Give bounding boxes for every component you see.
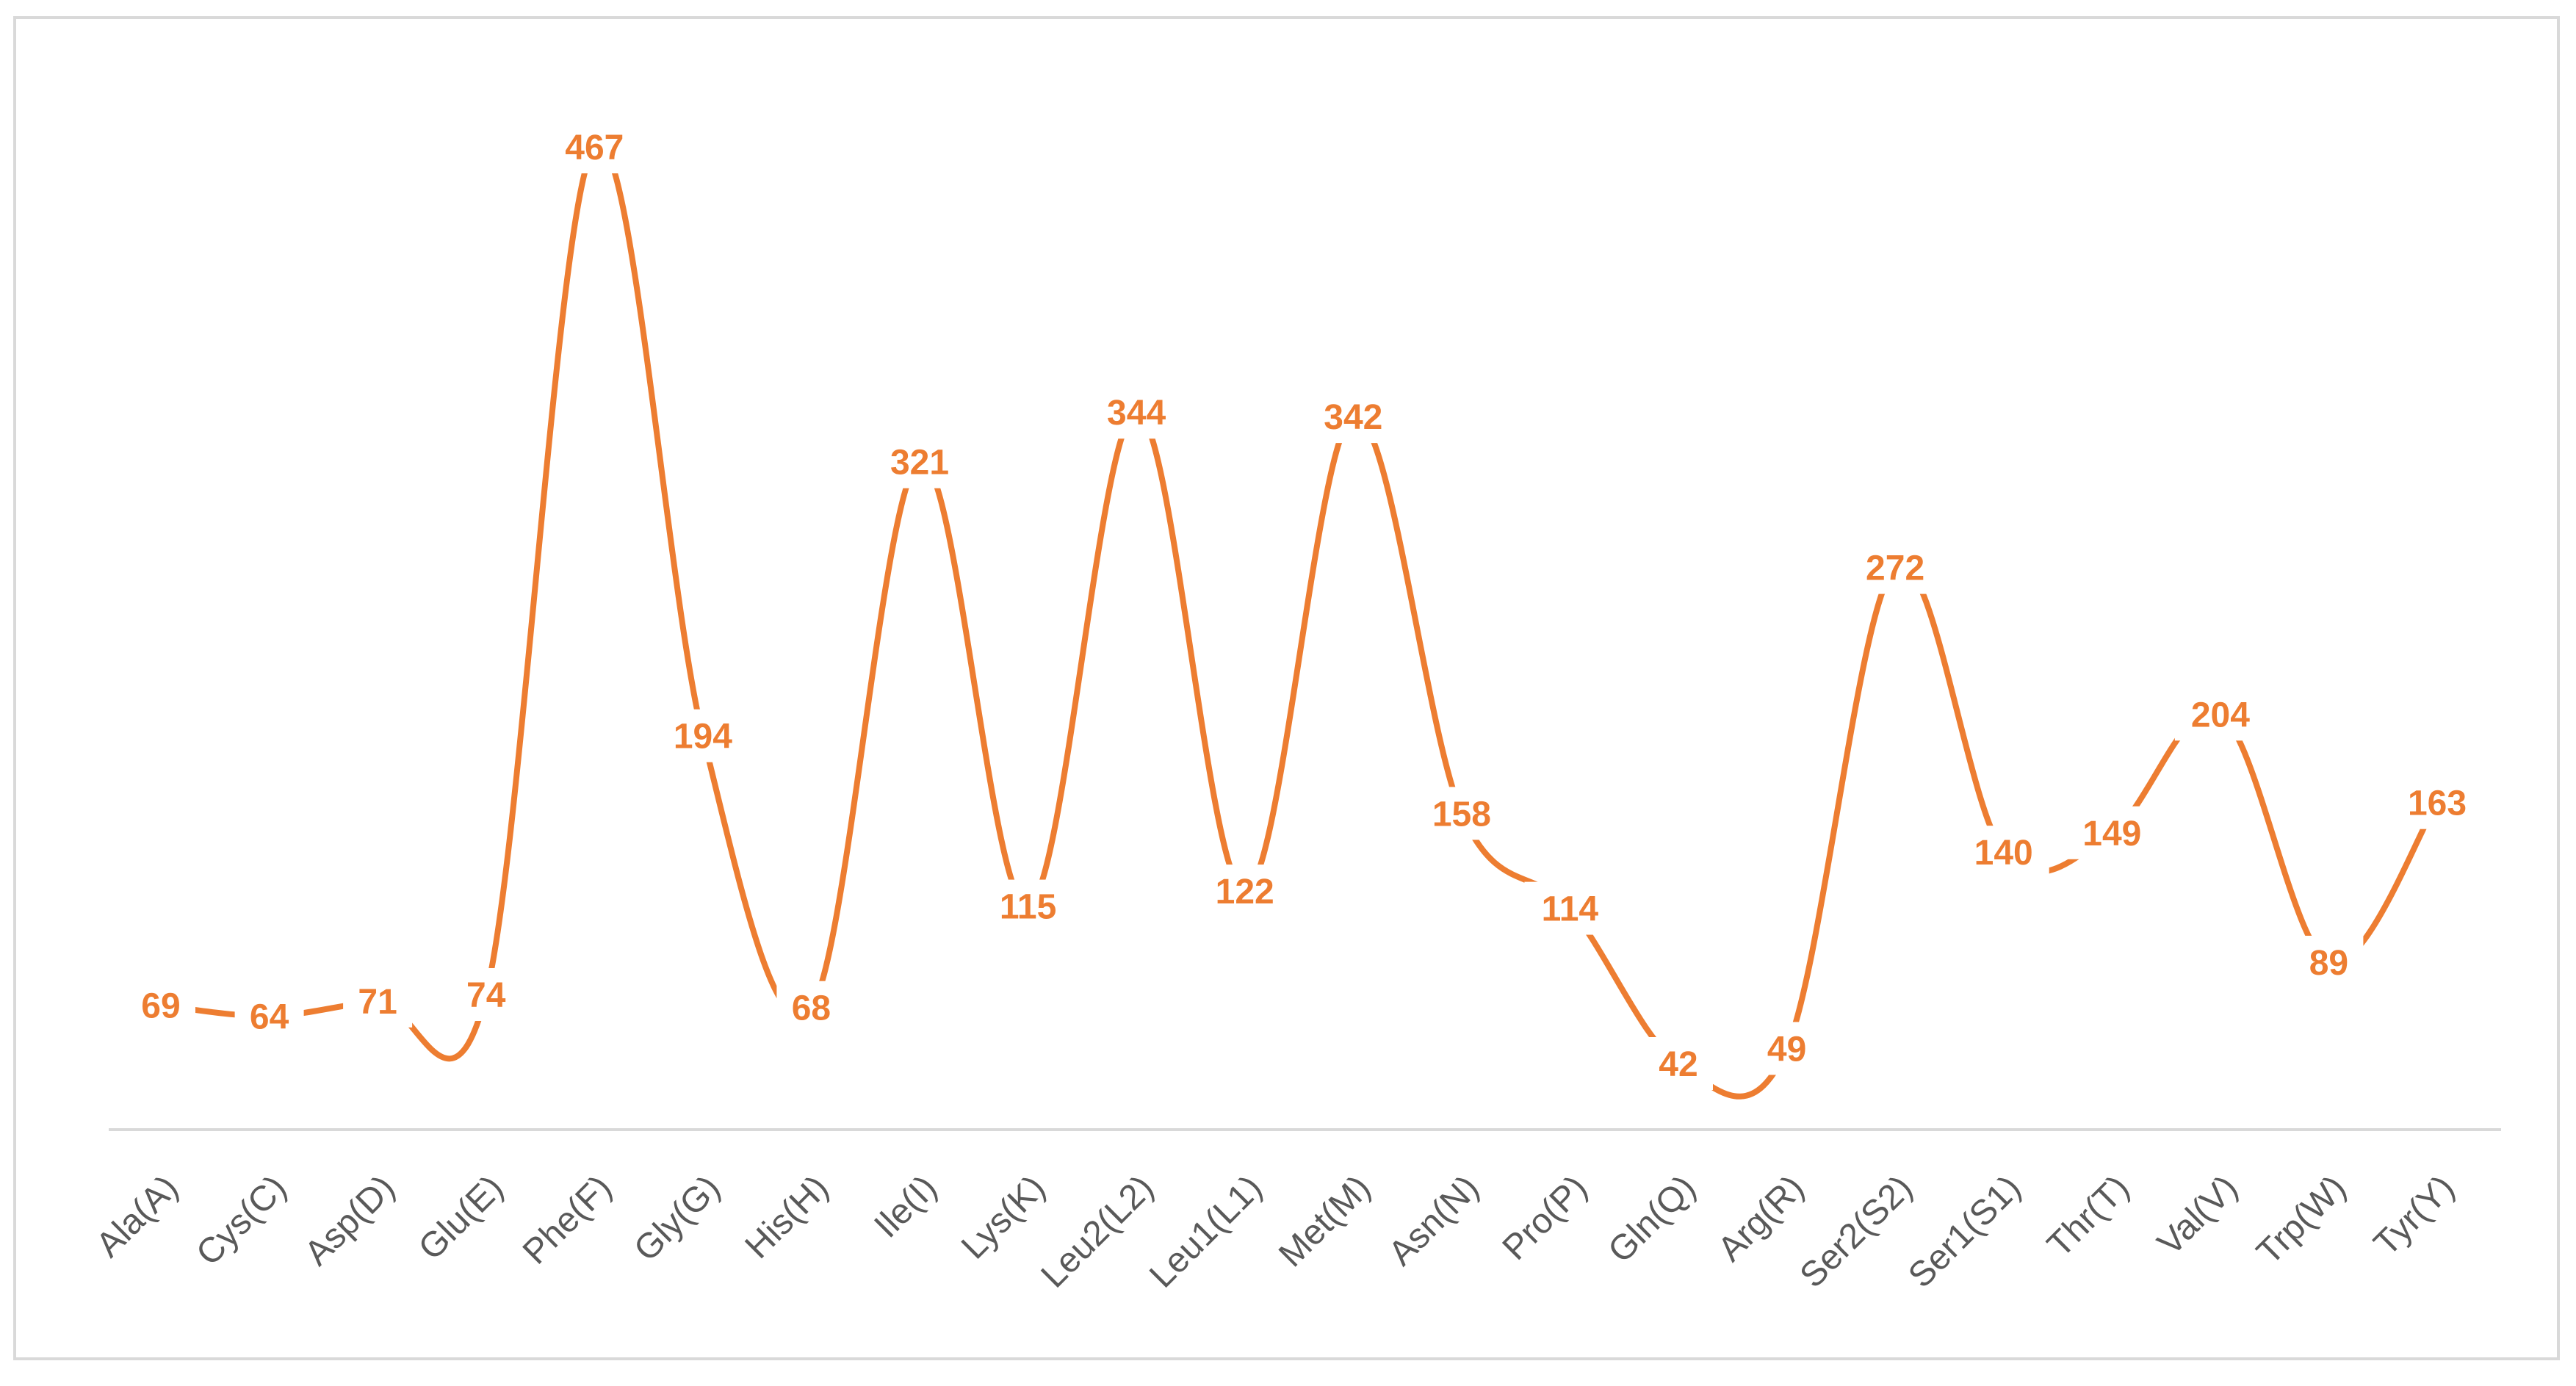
data-label: 122	[1216, 873, 1274, 912]
data-label: 89	[2309, 944, 2348, 983]
x-tick-label: Lys(K)	[954, 1168, 1053, 1266]
data-label-bg	[1091, 386, 1183, 439]
data-label: 68	[792, 989, 831, 1028]
data-label: 467	[565, 129, 624, 167]
x-tick-label: Ile(I)	[867, 1168, 944, 1245]
data-label: 321	[890, 444, 949, 483]
data-label: 194	[674, 718, 732, 757]
data-label: 344	[1107, 394, 1166, 433]
x-tick-label: Cys(C)	[189, 1168, 294, 1273]
data-label: 342	[1324, 398, 1382, 437]
x-tick-label: Asn(N)	[1382, 1168, 1487, 1273]
data-label: 149	[2082, 815, 2141, 853]
data-label-bg	[2294, 936, 2364, 989]
x-tick-label: Pro(P)	[1496, 1168, 1595, 1268]
data-label-bg	[2174, 687, 2266, 741]
data-label: 74	[466, 976, 506, 1015]
x-tick-label: Gly(G)	[627, 1168, 727, 1268]
data-label-bg	[126, 978, 195, 1032]
data-label: 204	[2191, 696, 2250, 734]
x-tick-label: Ser1(S1)	[1901, 1168, 2028, 1295]
x-tick-label: Met(M)	[1271, 1168, 1378, 1274]
x-tick-label: Leu2(L2)	[1034, 1168, 1161, 1295]
data-label-bg	[657, 709, 748, 762]
data-label: 69	[141, 987, 180, 1026]
x-tick-label: His(H)	[738, 1168, 837, 1266]
data-label-bg	[234, 989, 304, 1043]
data-label: 140	[1974, 834, 2033, 873]
x-tick-label: Tyr(Y)	[2367, 1168, 2462, 1263]
data-label-bg	[776, 981, 846, 1034]
data-label: 49	[1767, 1030, 1806, 1069]
data-label-bg	[1524, 881, 1616, 935]
data-label: 272	[1866, 549, 1924, 588]
x-tick-label: Ser2(S2)	[1793, 1168, 1920, 1295]
x-tick-labels: Ala(A) Cys(C) Asp(D) Glu(E) Phe(F) Gly(G) His(…	[89, 1168, 2462, 1295]
x-tick-label: Trp(W)	[2249, 1168, 2353, 1272]
data-label-bg	[451, 968, 521, 1021]
data-label: 71	[358, 983, 397, 1022]
data-label: 114	[1542, 890, 1599, 929]
x-tick-label: Ala(A)	[89, 1168, 186, 1265]
x-tick-label: Val(V)	[2150, 1168, 2245, 1263]
x-tick-label: Arg(R)	[1711, 1168, 1811, 1268]
data-label: 158	[1432, 795, 1491, 834]
data-label: 115	[1000, 888, 1056, 927]
x-tick-label: Asp(D)	[297, 1168, 403, 1273]
series-line	[158, 141, 2440, 1100]
data-label: 64	[250, 997, 289, 1036]
data-label-bg	[1415, 787, 1507, 840]
data-label-bg	[1199, 865, 1291, 918]
data-labels: 69 64 71 74 467 194 68 321 115 344 122 342 158 114 42 4…	[126, 120, 2483, 1090]
x-tick-label: Phe(F)	[516, 1168, 619, 1271]
data-label-bg	[982, 879, 1074, 933]
data-label-bg	[1752, 1022, 1822, 1075]
x-tick-label: Thr(T)	[2040, 1168, 2137, 1265]
chart-frame	[13, 16, 2560, 1360]
data-label-bg	[1644, 1037, 1713, 1090]
data-label-bg	[1307, 390, 1399, 444]
data-label-bg	[1958, 826, 2049, 879]
data-label-bg	[549, 120, 641, 173]
data-label-bg	[874, 435, 965, 488]
data-label-bg	[1850, 541, 1941, 594]
data-label-bg	[2066, 806, 2158, 859]
data-label: 42	[1659, 1045, 1698, 1084]
data-label-bg	[2392, 776, 2483, 829]
x-tick-label: Leu1(L1)	[1142, 1168, 1269, 1295]
data-label: 163	[2408, 784, 2467, 823]
x-tick-label: Glu(E)	[411, 1168, 511, 1268]
x-tick-label: Gln(Q)	[1601, 1168, 1703, 1270]
data-label-bg	[343, 974, 413, 1028]
